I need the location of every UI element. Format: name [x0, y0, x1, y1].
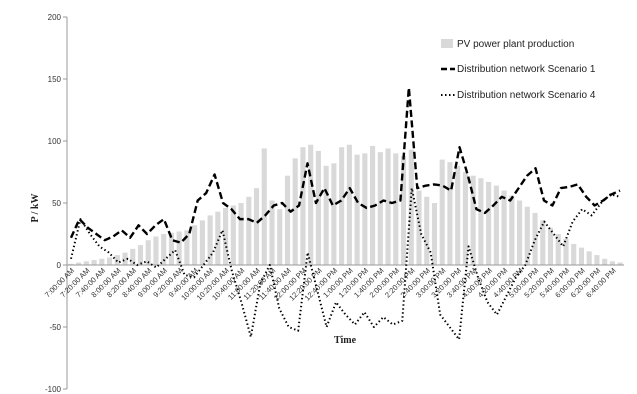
pv-bar — [91, 260, 97, 265]
pv-bar — [153, 236, 159, 265]
pv-bar — [555, 234, 561, 265]
pv-bar — [486, 181, 492, 265]
pv-bar — [447, 162, 453, 265]
pv-bar — [145, 240, 151, 265]
pv-bar — [571, 243, 577, 265]
legend-item-scenario1: Distribution network Scenario 1 — [441, 64, 596, 75]
pv-bar — [540, 220, 546, 265]
y-tick-label: 150 — [48, 75, 62, 84]
y-tick-label: 0 — [57, 261, 62, 270]
pv-bar — [207, 215, 213, 265]
pv-bar — [509, 195, 515, 265]
pv-bar — [68, 263, 74, 265]
pv-bar — [462, 172, 468, 265]
pv-bar — [323, 165, 329, 265]
pv-bar — [168, 232, 174, 265]
pv-bar — [563, 238, 569, 265]
y-tick-label: 200 — [48, 13, 62, 22]
pv-bar — [431, 203, 438, 265]
pv-bar — [385, 148, 391, 265]
pv-bar — [586, 251, 592, 265]
pv-bar — [76, 262, 82, 265]
pv-bar — [362, 153, 368, 265]
pv-bar — [617, 262, 623, 265]
y-axis-title: P / kW — [30, 194, 41, 223]
pv-bar — [470, 175, 476, 265]
pv-bar — [308, 144, 314, 265]
y-tick-labels: -100 -50 0 50 100 150 200 — [45, 13, 62, 394]
y-tick-label: -100 — [45, 385, 62, 394]
y-tick-label: -50 — [49, 323, 61, 332]
legend-item-scenario4: Distribution network Scenario 4 — [441, 90, 596, 101]
pv-bar — [261, 148, 267, 265]
pv-bar — [439, 159, 445, 265]
pv-bar — [393, 153, 399, 265]
pv-bar — [107, 257, 113, 265]
pv-bar — [609, 261, 615, 265]
pv-bar — [246, 196, 252, 265]
pv-bar — [161, 234, 167, 265]
pv-bar — [292, 158, 298, 265]
pv-bar — [493, 185, 499, 265]
pv-bar — [130, 248, 136, 265]
pv-bar — [377, 152, 383, 265]
pv-bar — [501, 190, 507, 265]
pv-bar — [455, 165, 461, 265]
pv-bar — [517, 200, 523, 265]
legend-item-pv: PV power plant production — [441, 39, 574, 50]
x-axis-title: Time — [334, 335, 357, 346]
pv-bar — [354, 154, 360, 265]
pv-bar — [346, 144, 352, 265]
line-series — [69, 86, 621, 341]
pv-bar — [199, 220, 205, 265]
pv-bar — [184, 230, 190, 265]
pv-bar — [215, 211, 221, 265]
legend-label-scenario4: Distribution network Scenario 4 — [457, 90, 596, 101]
legend: PV power plant production Distribution n… — [441, 39, 596, 101]
axes — [63, 16, 624, 390]
pv-bar — [578, 247, 585, 265]
pv-bar — [137, 245, 144, 265]
pv-bar — [269, 200, 275, 265]
pv-bar — [122, 252, 128, 265]
pv-bar — [400, 155, 407, 265]
y-tick-label: 50 — [52, 199, 61, 208]
pv-bar — [478, 178, 484, 265]
pv-bar — [408, 149, 414, 265]
pv-bar — [315, 150, 321, 265]
pv-bar — [594, 255, 600, 265]
pv-bar — [331, 163, 337, 265]
legend-label-scenario1: Distribution network Scenario 1 — [457, 64, 596, 75]
legend-label-pv: PV power plant production — [457, 39, 574, 50]
pv-bar — [253, 188, 260, 265]
pv-bar — [176, 231, 182, 265]
pv-bar — [284, 175, 291, 265]
pv-bar — [192, 225, 198, 265]
scenario1-line — [69, 86, 621, 244]
pv-bar — [238, 203, 244, 265]
pv-bar — [277, 209, 283, 265]
pv-bar — [99, 258, 105, 265]
pv-bar — [547, 227, 554, 265]
pv-bar — [416, 190, 422, 265]
bar-series-pv-production — [68, 144, 623, 265]
pv-bar — [223, 207, 229, 265]
pv-bar — [602, 258, 608, 265]
pv-bar — [230, 205, 236, 265]
pv-bar — [83, 261, 89, 265]
pv-bar — [424, 196, 430, 265]
pv-bar — [524, 206, 530, 265]
pv-bar — [339, 147, 345, 265]
y-tick-label: 100 — [48, 137, 62, 146]
pv-bar — [300, 147, 306, 265]
legend-swatch-pv — [441, 39, 453, 48]
